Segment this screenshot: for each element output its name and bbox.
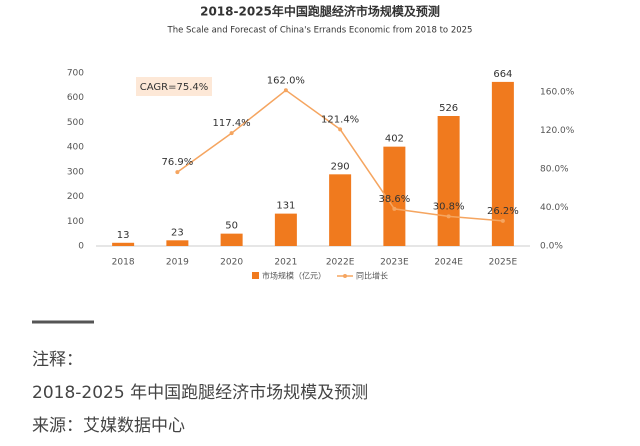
bar [112,242,135,246]
y-tick-label: 0 [78,242,84,252]
y-tick-label: 300 [67,167,84,177]
x-tick-label: 2021 [274,258,297,268]
growth-point [500,218,505,223]
note-text: 2018-2025 年中国跑腿经济市场规模及预测 [32,383,368,403]
growth-label: 26.2% [487,206,519,217]
bar-label: 290 [331,161,350,172]
y2-tick-label: 40.0% [540,203,569,213]
bar-label: 23 [171,227,184,238]
y-tick-label: 200 [67,192,84,202]
legend-label: 市场规模（亿元） [262,271,326,281]
bar-label: 50 [225,221,238,232]
growth-label: 121.4% [321,114,359,125]
growth-point [229,131,234,136]
note-source: 来源：艾媒数据中心 [32,416,185,436]
legend-label: 同比增长 [356,271,388,281]
growth-point [446,214,451,219]
annotation-box [136,77,212,96]
y2-tick-label: 0.0% [540,242,563,252]
growth-point [392,206,397,211]
growth-point [338,127,343,132]
bar [437,116,460,246]
chart-title: 2018-2025年中国跑腿经济市场规模及预测 [200,4,440,19]
y-tick-label: 400 [67,143,84,153]
annotation: CAGR=75.4% [140,82,209,93]
bar-label: 526 [439,103,458,114]
growth-point [175,170,180,175]
chart-subtitle: The Scale and Forecast of China's Errand… [167,26,473,36]
bar [220,233,243,246]
x-tick-label: 2022E [326,258,355,268]
growth-label: 162.0% [267,75,305,86]
growth-point [283,88,288,93]
y2-tick-label: 80.0% [540,165,569,175]
bar [491,81,514,246]
growth-label: 117.4% [213,118,251,129]
x-tick-label: 2023E [380,258,409,268]
bar [383,146,406,246]
x-tick-label: 2020 [220,258,243,268]
legend-dot [343,274,347,278]
y2-tick-label: 160.0% [540,88,575,98]
y-tick-label: 500 [67,118,84,128]
growth-label: 38.6% [378,194,410,205]
bar-label: 664 [493,69,512,80]
bar [329,174,352,246]
bar [274,213,297,246]
growth-label: 30.8% [433,201,465,212]
y2-tick-label: 120.0% [540,126,575,136]
bar [166,240,189,246]
growth-label: 76.9% [161,157,193,168]
x-tick-label: 2025E [489,258,518,268]
y-tick-label: 600 [67,93,84,103]
y-tick-label: 700 [67,69,84,79]
x-tick-label: 2024E [434,258,463,268]
bar-label: 131 [276,201,295,212]
legend-swatch [252,272,259,279]
x-tick-label: 2019 [166,258,189,268]
x-tick-label: 2018 [112,258,135,268]
bar-label: 402 [385,134,404,145]
bar-label: 13 [117,230,130,241]
y-tick-label: 100 [67,217,84,227]
note-label: 注释： [32,350,83,370]
